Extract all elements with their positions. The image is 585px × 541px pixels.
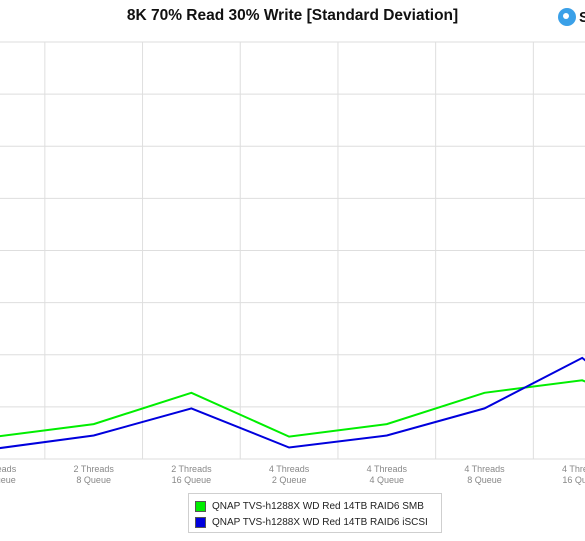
legend-item-smb[interactable]: QNAP TVS-h1288X WD Red 14TB RAID6 SMB xyxy=(195,498,435,514)
chart-legend: QNAP TVS-h1288X WD Red 14TB RAID6 SMB QN… xyxy=(188,493,442,533)
legend-label-iscsi: QNAP TVS-h1288X WD Red 14TB RAID6 iSCSI xyxy=(212,516,428,528)
chart-title: 8K 70% Read 30% Write [Standard Deviatio… xyxy=(126,7,459,24)
x-tick-label: 2 Threads 16 Queue xyxy=(171,464,212,485)
x-tick-label: 2 Threads 8 Queue xyxy=(74,464,115,485)
brand-logo-text: S xyxy=(579,8,585,26)
legend-label-smb: QNAP TVS-h1288X WD Red 14TB RAID6 SMB xyxy=(212,500,424,512)
legend-swatch-iscsi xyxy=(195,516,206,528)
brand-logo: S xyxy=(558,7,585,27)
series-line-iscsi xyxy=(0,356,585,450)
x-tick-label: 4 Threads 4 Queue xyxy=(367,464,408,485)
x-tick-label: 4 Threads 2 Queue xyxy=(269,464,310,485)
legend-item-iscsi[interactable]: QNAP TVS-h1288X WD Red 14TB RAID6 iSCSI xyxy=(195,514,435,530)
brand-logo-icon xyxy=(558,8,576,26)
legend-swatch-smb xyxy=(195,500,206,512)
x-tick-label: 4 Threads 8 Queue xyxy=(464,464,505,485)
